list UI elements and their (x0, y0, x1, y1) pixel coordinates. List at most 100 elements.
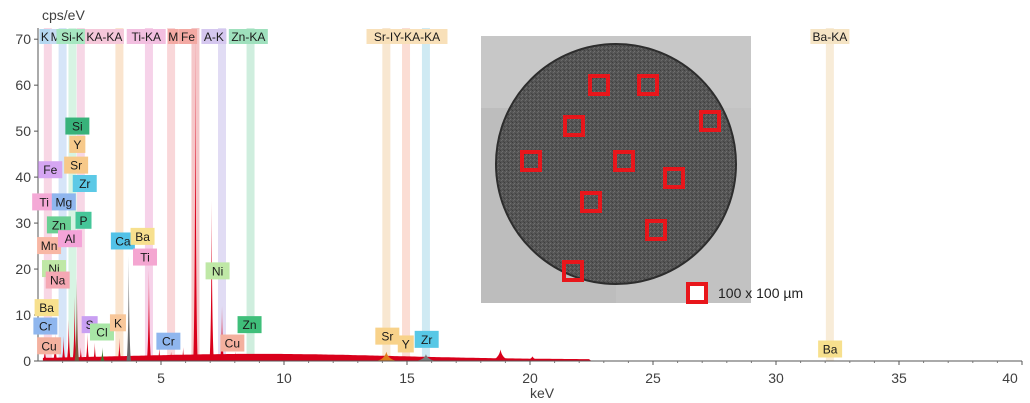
svg-text:Ti-KA: Ti-KA (131, 30, 161, 44)
svg-text:Ba: Ba (39, 301, 54, 315)
element-tag-20: Cl (89, 323, 114, 341)
y-tick-label-5: 50 (15, 123, 31, 139)
peak-3 (66, 319, 71, 361)
element-tag-29: Ba (818, 340, 843, 358)
svg-text:Mn: Mn (41, 239, 58, 253)
spectrum-peaks (42, 30, 592, 361)
svg-text:Ni: Ni (212, 264, 223, 278)
y-tick-label-1: 10 (15, 307, 31, 323)
y-tick-label-3: 30 (15, 215, 31, 231)
svg-text:Sr-IY-KA-KA: Sr-IY-KA-KA (374, 30, 440, 44)
element-tag-0: Si (65, 117, 90, 135)
scale-legend-label: 100 x 100 µm (718, 285, 804, 301)
element-tag-12: Ba (130, 227, 155, 245)
element-band-13 (825, 28, 834, 361)
top-label-10: Ba-KA (810, 29, 850, 44)
svg-text:M: M (168, 30, 178, 44)
svg-text:Si-K: Si-K (61, 30, 84, 44)
svg-text:Zr: Zr (421, 333, 432, 347)
peak-6 (78, 347, 84, 361)
element-band-11 (402, 28, 411, 361)
x-tick-label-3: 20 (522, 370, 538, 386)
svg-text:Fe: Fe (43, 163, 57, 177)
y-tick-label-6: 60 (15, 77, 31, 93)
analysis-marker-3 (699, 110, 721, 132)
top-label-4: Ti-KA (126, 29, 166, 44)
element-band-10 (382, 28, 391, 361)
element-band-9 (246, 28, 255, 361)
element-tag-3: Fe (38, 161, 63, 179)
y-tick-label-4: 40 (15, 169, 31, 185)
peak-24 (414, 354, 438, 361)
element-tag-4: Zr (72, 175, 97, 193)
scale-marker-icon (686, 282, 708, 304)
peak-15 (168, 351, 174, 361)
svg-text:Y: Y (402, 337, 410, 351)
element-tag-15: Na (45, 271, 70, 289)
peak-10 (117, 338, 122, 361)
element-tag-17: Ba (34, 299, 59, 317)
svg-text:Mg: Mg (55, 195, 72, 209)
element-tag-27: Y (397, 335, 414, 353)
svg-text:Sr: Sr (381, 330, 393, 344)
svg-text:Cu: Cu (41, 339, 56, 353)
element-tag-21: K (109, 314, 126, 332)
peak-23 (375, 351, 398, 361)
element-tag-2: Sr (64, 156, 89, 174)
svg-text:A-K: A-K (204, 30, 224, 44)
svg-text:Cl: Cl (96, 325, 107, 339)
element-tag-18: Cr (33, 317, 58, 335)
analysis-marker-6 (663, 167, 685, 189)
top-label-8: Zn-KA (228, 29, 268, 44)
peak-21 (248, 354, 253, 361)
analysis-marker-1 (637, 74, 659, 96)
peak-14 (157, 347, 162, 361)
top-label-7: A-K (201, 29, 227, 44)
element-band-6 (167, 28, 176, 361)
element-band-12 (421, 28, 430, 361)
svg-text:Zn: Zn (52, 218, 66, 232)
top-label-9: Sr-IY-KA-KA (366, 29, 448, 44)
peak-16 (180, 347, 186, 361)
peak-25 (489, 349, 512, 361)
peak-18 (209, 200, 214, 361)
y-tick-label-7: 70 (15, 31, 31, 47)
svg-text:Zn-KA: Zn-KA (231, 30, 265, 44)
element-band-8 (218, 28, 227, 361)
peak-20 (233, 351, 238, 361)
svg-text:Ba: Ba (823, 343, 838, 357)
svg-text:Sr: Sr (70, 159, 82, 173)
peak-11 (126, 255, 131, 361)
svg-text:Ti: Ti (39, 195, 49, 209)
tick-labels: 0 10 20 30 40 50 60 70 5 10 15 20 25 30 35 40 (15, 31, 1023, 386)
svg-text:Cr: Cr (162, 335, 175, 349)
peak-9 (100, 347, 105, 361)
peak-22 (344, 358, 367, 361)
peak-26 (521, 356, 544, 361)
peak-5 (74, 278, 80, 361)
element-band-3 (76, 28, 85, 361)
element-tag-22: Cr (156, 332, 181, 350)
y-axis-label: cps/eV (42, 7, 85, 23)
svg-text:Zn: Zn (243, 318, 257, 332)
x-tick-label-4: 25 (645, 370, 661, 386)
svg-text:Fe: Fe (181, 30, 195, 44)
svg-text:Cu: Cu (225, 337, 240, 351)
y-tick-label-2: 20 (15, 261, 31, 277)
peak-8 (92, 342, 98, 361)
element-tag-5: Ti (32, 193, 57, 211)
top-label-6: Fe (179, 29, 198, 44)
peak-7 (85, 333, 90, 361)
x-tick-label-5: 30 (768, 370, 784, 386)
element-tag-24: Cu (37, 337, 62, 355)
top-label-5: M (167, 29, 179, 44)
svg-text:Na: Na (50, 274, 66, 288)
element-tag-10: Al (57, 230, 82, 248)
x-tick-label-2: 15 (399, 370, 415, 386)
y-tick-label-0: 0 (23, 353, 31, 369)
x-tick-label-0: 5 (157, 370, 165, 386)
svg-text:Ba-KA: Ba-KA (813, 30, 848, 44)
svg-text:Al: Al (65, 232, 76, 246)
svg-text:Cr: Cr (39, 320, 52, 334)
